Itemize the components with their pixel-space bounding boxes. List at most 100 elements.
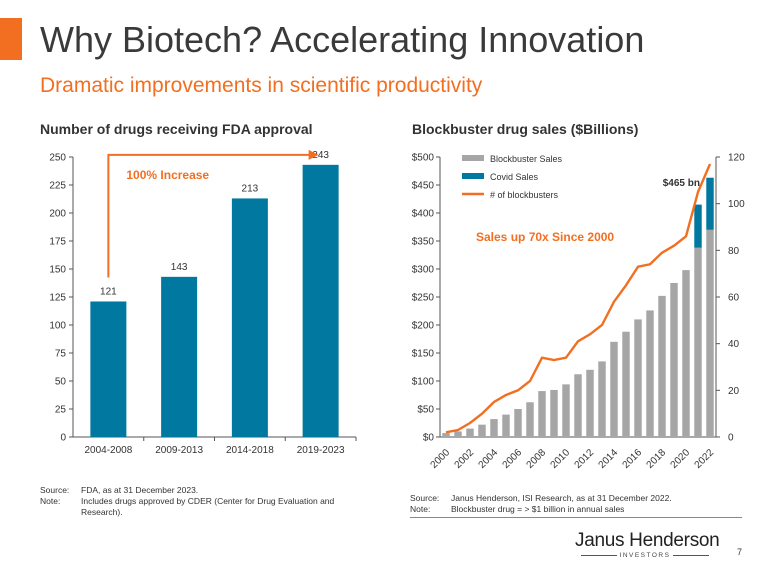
title-accent-bar <box>0 18 22 60</box>
y-tick-label: 100 <box>49 321 66 332</box>
source-key: Source: <box>40 485 70 495</box>
right-chart-title: Blockbuster drug sales ($Billions) <box>412 121 639 137</box>
x-tick-label: 2000 <box>429 447 453 470</box>
left-y-tick-label: $250 <box>412 293 435 304</box>
bar-value-label: 143 <box>171 262 188 273</box>
sales-bar <box>490 419 498 437</box>
y-tick-label: 125 <box>49 293 66 304</box>
x-tick-label: 2020 <box>669 447 693 470</box>
right-y-tick-label: 80 <box>728 246 740 257</box>
y-tick-label: 250 <box>49 153 66 164</box>
right-y-tick-label: 40 <box>728 339 740 350</box>
note-text: Blockbuster drug = > $1 billion in annua… <box>451 504 625 514</box>
legend-label-covid-sales: Covid Sales <box>490 172 539 182</box>
source-text: Janus Henderson, ISI Research, as at 31 … <box>451 493 672 503</box>
covid-bar <box>706 177 714 230</box>
sales-bar <box>538 391 546 437</box>
bar <box>302 164 339 437</box>
y-tick-label: 25 <box>55 405 67 416</box>
right-y-tick-label: 0 <box>728 433 734 444</box>
note-key: Note: <box>410 504 431 514</box>
x-tick-label: 2010 <box>549 447 573 470</box>
y-tick-label: 150 <box>49 265 66 276</box>
left-y-tick-label: $0 <box>423 433 435 444</box>
bar <box>90 301 127 437</box>
left-chart-title: Number of drugs receiving FDA approval <box>40 121 313 137</box>
left-y-tick-label: $200 <box>412 321 435 332</box>
y-tick-label: 75 <box>55 349 67 360</box>
sales-bar <box>658 295 666 437</box>
left-y-tick-label: $300 <box>412 265 435 276</box>
page-title: Why Biotech? Accelerating Innovation <box>40 19 645 60</box>
brand-logo: Janus Henderson <box>575 530 720 551</box>
brand-logo-subtitle: INVESTORS <box>575 552 715 559</box>
note-text: Includes drugs approved by CDER (Center … <box>81 496 335 517</box>
x-tick-label: 2018 <box>645 447 669 470</box>
page-subtitle: Dramatic improvements in scientific prod… <box>40 74 483 97</box>
sales-bar <box>682 270 690 437</box>
bar <box>231 198 268 437</box>
x-tick-label: 2002 <box>453 447 477 470</box>
blockbuster-count-line <box>445 163 712 434</box>
y-tick-label: 0 <box>60 433 66 444</box>
x-tick-label: 2014 <box>597 447 621 470</box>
page-number: 7 <box>737 547 743 557</box>
right-y-tick-label: 60 <box>728 293 740 304</box>
bar <box>161 276 198 437</box>
sales-bar <box>586 369 594 437</box>
right-source-block: Source: Janus Henderson, ISI Research, as… <box>410 493 750 515</box>
sales-bar <box>670 283 678 437</box>
left-y-tick-label: $400 <box>412 209 435 220</box>
blockbuster-sales-chart: $0 $50 $100 $150 $200 $250 $300 $350 $400 $450 $50… <box>412 153 745 471</box>
x-tick-label: 2014-2018 <box>226 445 274 456</box>
x-tick-label: 2008 <box>525 447 549 470</box>
left-y-tick-label: $450 <box>412 181 435 192</box>
x-tick-label: 2004-2008 <box>84 445 132 456</box>
sales-bar <box>562 384 570 437</box>
x-tick-label: 2004 <box>477 447 501 470</box>
fda-approvals-chart: 0 25 50 75 100 125 150 175 200 225 250 121 2004-2008… <box>49 149 357 456</box>
footer-divider <box>410 517 742 518</box>
y-tick-label: 200 <box>49 209 66 220</box>
legend-label-blockbuster-count: # of blockbusters <box>490 190 559 200</box>
increase-arrow-line <box>107 153 311 278</box>
bar-value-label: 213 <box>242 183 259 194</box>
sales-bar <box>634 319 642 437</box>
sales-bar <box>466 428 474 437</box>
covid-bar <box>694 204 702 248</box>
left-y-tick-label: $100 <box>412 377 435 388</box>
x-tick-label: 2022 <box>693 447 717 470</box>
y-tick-label: 175 <box>49 237 66 248</box>
bar-value-label: 243 <box>312 150 329 161</box>
left-y-tick-label: $150 <box>412 349 435 360</box>
left-y-tick-label: $50 <box>417 405 434 416</box>
x-tick-label: 2006 <box>501 447 525 470</box>
brand-sub-text: INVESTORS <box>619 552 671 559</box>
left-y-tick-label: $350 <box>412 237 435 248</box>
increase-arrow-head <box>308 149 319 160</box>
sales-bar <box>454 431 462 437</box>
source-key: Source: <box>410 493 440 503</box>
sales-annotation: Sales up 70x Since 2000 <box>476 230 614 244</box>
sales-bar <box>694 247 702 437</box>
y-tick-label: 50 <box>55 377 67 388</box>
x-tick-label: 2009-2013 <box>155 445 203 456</box>
sales-bar <box>706 229 714 437</box>
y-tick-label: 225 <box>49 181 66 192</box>
sales-bar <box>442 433 450 437</box>
sales-bar <box>514 409 522 437</box>
sales-bar <box>550 389 558 437</box>
legend-swatch-blockbuster-sales <box>462 155 484 161</box>
sales-bar <box>574 374 582 437</box>
x-tick-label: 2019-2023 <box>297 445 345 456</box>
sales-bar <box>502 414 510 437</box>
right-y-tick-label: 100 <box>728 199 745 210</box>
left-source-block: Source: FDA, as at 31 December 2023. Note… <box>40 485 370 518</box>
sales-bar <box>622 331 630 437</box>
left-y-tick-label: $500 <box>412 153 435 164</box>
sales-bar <box>610 341 618 437</box>
sales-bar <box>598 361 606 437</box>
bar-value-label: 121 <box>100 286 117 297</box>
legend-label-blockbuster-sales: Blockbuster Sales <box>490 154 563 164</box>
note-key: Note: <box>40 496 61 506</box>
